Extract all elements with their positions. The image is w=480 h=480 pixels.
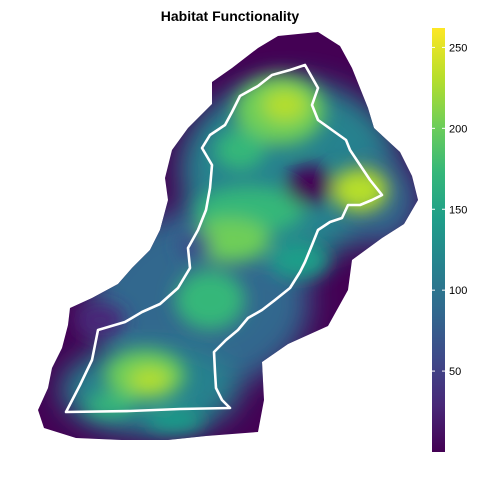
legend-tick-label: 250 [449, 42, 467, 54]
color-legend: 50 100 150 200 250 [432, 28, 467, 452]
legend-colorbar [432, 28, 445, 452]
map-title: Habitat Functionality [160, 8, 300, 24]
legend-ticks: 50 100 150 200 250 [432, 42, 467, 378]
study-area-boundary [64, 63, 384, 414]
legend-tick-label: 200 [449, 123, 467, 135]
legend-tick-label: 150 [449, 204, 467, 216]
legend-tick-label: 100 [449, 285, 467, 297]
legend-tick-label: 50 [449, 366, 461, 378]
